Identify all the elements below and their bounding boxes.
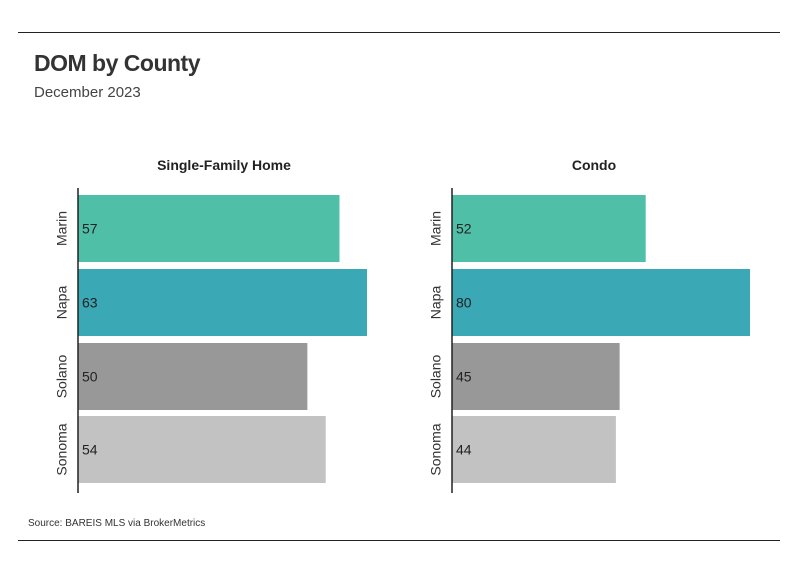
bottom-rule bbox=[18, 540, 780, 541]
value-label-condo-marin: 52 bbox=[456, 221, 472, 237]
bar-condo-napa bbox=[452, 269, 750, 336]
bar-condo-solano bbox=[452, 343, 620, 410]
bar-charts: 57 Marin 63 Napa 50 Solano 54 Sonoma 52 Marin 80 Na… bbox=[0, 0, 799, 575]
value-label-single-family-solano: 50 bbox=[82, 369, 98, 385]
category-label-single-family-marin: Marin bbox=[54, 211, 70, 246]
value-label-single-family-marin: 57 bbox=[82, 221, 98, 237]
category-label-single-family-solano: Solano bbox=[54, 354, 70, 398]
value-label-condo-solano: 45 bbox=[456, 369, 472, 385]
source-note: Source: BAREIS MLS via BrokerMetrics bbox=[28, 518, 205, 529]
category-label-condo-sonoma: Sonoma bbox=[428, 423, 444, 475]
value-label-condo-sonoma: 44 bbox=[456, 442, 472, 458]
bar-single-family-sonoma bbox=[78, 416, 326, 483]
value-label-condo-napa: 80 bbox=[456, 295, 472, 311]
bar-single-family-marin bbox=[78, 195, 339, 262]
category-label-condo-napa: Napa bbox=[428, 286, 444, 320]
bar-condo-sonoma bbox=[452, 416, 616, 483]
category-label-single-family-napa: Napa bbox=[54, 286, 70, 320]
value-label-single-family-sonoma: 54 bbox=[82, 442, 98, 458]
bar-single-family-napa bbox=[78, 269, 367, 336]
bar-single-family-solano bbox=[78, 343, 307, 410]
category-label-condo-solano: Solano bbox=[428, 354, 444, 398]
bar-condo-marin bbox=[452, 195, 646, 262]
value-label-single-family-napa: 63 bbox=[82, 295, 98, 311]
category-label-single-family-sonoma: Sonoma bbox=[54, 423, 70, 475]
category-label-condo-marin: Marin bbox=[428, 211, 444, 246]
